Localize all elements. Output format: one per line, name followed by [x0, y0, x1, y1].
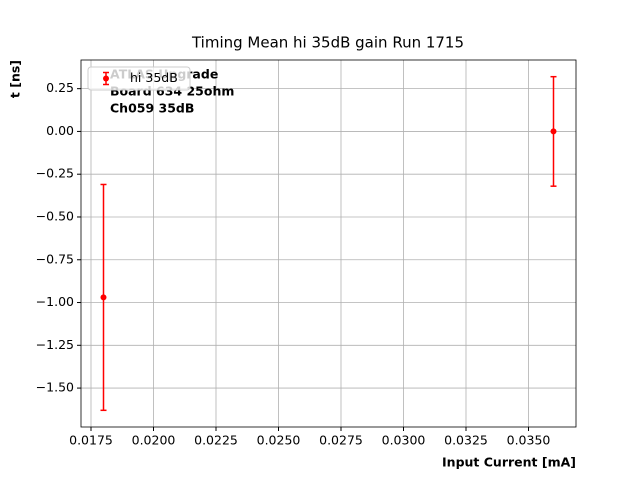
x-tick-label: 0.0325	[444, 433, 488, 448]
x-tick-label: 0.0175	[69, 433, 113, 448]
data-point	[550, 128, 557, 135]
legend-marker	[103, 75, 109, 82]
y-tick-label: 0.00	[46, 123, 74, 138]
x-tick-label: 0.0350	[507, 433, 551, 448]
y-tick-label: −0.75	[36, 251, 74, 266]
x-tick-label: 0.0225	[194, 433, 238, 448]
legend-box	[87, 66, 191, 91]
data-point	[100, 294, 107, 301]
y-tick-label: 0.25	[46, 80, 74, 95]
y-tick-label: −1.50	[36, 380, 74, 395]
x-tick-label: 0.0300	[382, 433, 426, 448]
x-tick-label: 0.0275	[319, 433, 363, 448]
plot-frame	[80, 59, 577, 428]
y-axis-label: t [ns]	[8, 60, 23, 98]
y-tick-label: −1.00	[36, 294, 74, 309]
x-tick-label: 0.0200	[132, 433, 176, 448]
y-tick-label: −0.50	[36, 208, 74, 223]
x-tick-label: 0.0250	[257, 433, 301, 448]
annotation: Ch059 35dB	[110, 101, 194, 116]
chart-title: Timing Mean hi 35dB gain Run 1715	[191, 34, 464, 52]
x-axis-label: Input Current [mA]	[442, 455, 576, 470]
y-tick-label: −0.25	[36, 166, 74, 181]
legend-label: hi 35dB	[130, 70, 178, 85]
y-tick-label: −1.25	[36, 337, 74, 352]
